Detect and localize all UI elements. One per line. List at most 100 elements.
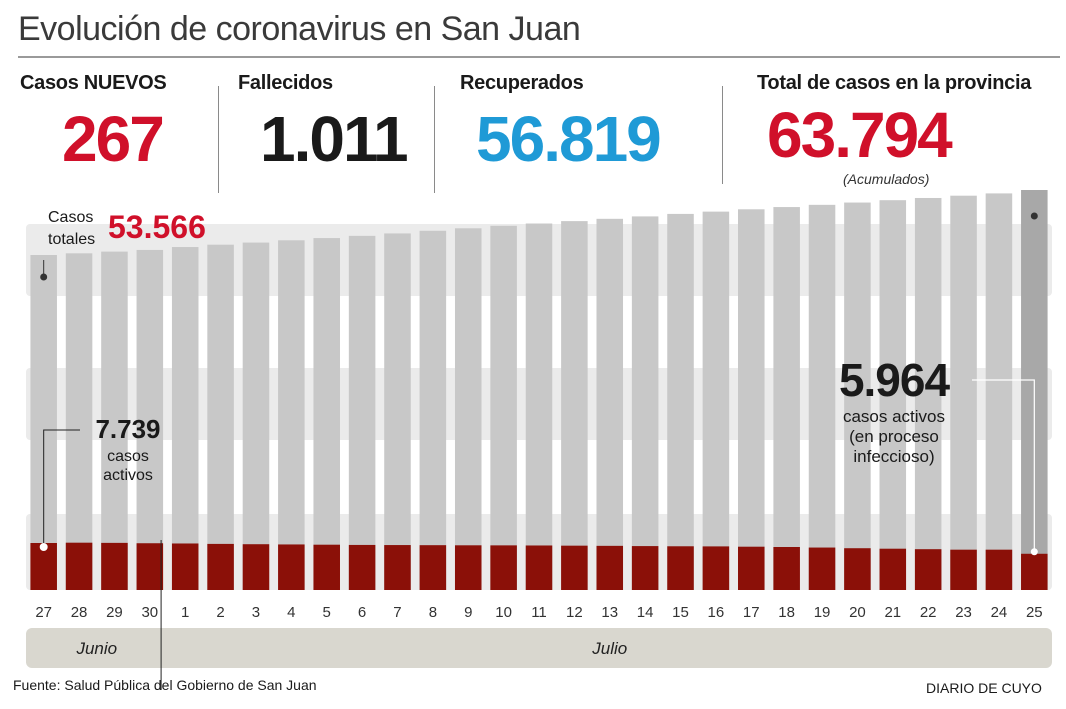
active-cases-bar xyxy=(702,546,730,590)
total-cases-bar xyxy=(313,238,340,590)
x-tick-label: 23 xyxy=(955,604,972,621)
x-tick-label: 18 xyxy=(778,604,795,621)
total-annotation-label: totales xyxy=(48,231,95,248)
x-tick-label: 16 xyxy=(708,604,725,621)
brand-credit: DIARIO DE CUYO xyxy=(926,680,1042,696)
end-active-label: infeccioso) xyxy=(853,447,934,466)
total-cases-bar xyxy=(136,249,164,590)
active-cases-bar xyxy=(454,545,482,590)
end-active-value: 5.964 xyxy=(839,354,951,406)
x-tick-label: 27 xyxy=(35,604,52,621)
stat-new-cases-label: Casos NUEVOS xyxy=(20,72,167,94)
active-cases-bar xyxy=(596,545,624,590)
x-tick-label: 14 xyxy=(637,604,654,621)
x-tick-label: 5 xyxy=(323,604,331,621)
active-cases-bar xyxy=(525,545,553,590)
x-tick-label: 8 xyxy=(429,604,437,621)
total-cases-bar xyxy=(879,200,907,590)
total-cases-bar xyxy=(384,233,411,590)
x-tick-label: 10 xyxy=(495,604,512,621)
total-marker-dot xyxy=(40,273,48,281)
total-cases-bar xyxy=(596,218,624,591)
total-cases-bar xyxy=(985,193,1013,591)
total-cases-bar xyxy=(808,204,836,590)
x-tick-label: 25 xyxy=(1026,604,1043,621)
end-active-label: casos activos xyxy=(843,407,945,426)
total-cases-bar xyxy=(702,211,730,591)
active-cases-bar xyxy=(808,547,836,590)
total-cases-bar xyxy=(242,242,270,590)
total-cases-bar xyxy=(348,235,376,591)
active-cases-bar xyxy=(242,544,270,590)
start-total-value: 53.566 xyxy=(108,209,206,245)
total-cases-bar xyxy=(914,197,942,590)
title-divider xyxy=(18,56,1060,58)
stat-deaths-label: Fallecidos xyxy=(238,72,333,94)
total-cases-bar xyxy=(738,209,765,591)
active-cases-bar xyxy=(313,544,340,590)
stat-divider xyxy=(434,86,435,193)
total-cases-bar xyxy=(101,251,128,590)
total-cases-bar xyxy=(419,230,447,590)
stat-total: Total de casos en la provincia 63.794 xyxy=(757,72,1031,167)
x-tick-label: 17 xyxy=(743,604,760,621)
x-tick-label: 29 xyxy=(106,604,123,621)
start-active-label: activos xyxy=(103,467,153,484)
active-cases-bar xyxy=(667,546,694,590)
active-cases-bar xyxy=(490,545,517,590)
x-tick-label: 30 xyxy=(141,604,158,621)
month-band xyxy=(26,628,1052,668)
active-cases-bar xyxy=(419,545,447,590)
stat-total-label: Total de casos en la provincia xyxy=(757,72,1032,94)
active-cases-bar xyxy=(384,545,411,590)
active-cases-bar xyxy=(950,549,977,590)
active-cases-bar xyxy=(561,545,588,590)
x-tick-label: 7 xyxy=(393,604,401,621)
active-cases-bar xyxy=(171,543,199,590)
x-tick-label: 20 xyxy=(849,604,866,621)
active-cases-bar xyxy=(101,542,128,590)
stat-divider xyxy=(218,86,219,193)
x-tick-label: 15 xyxy=(672,604,689,621)
x-tick-label: 19 xyxy=(814,604,831,621)
active-marker-dot xyxy=(39,543,48,551)
active-cases-bar xyxy=(65,542,93,590)
x-tick-label: 1 xyxy=(181,604,189,621)
active-cases-bar xyxy=(844,548,871,590)
total-cases-bar xyxy=(950,195,977,590)
stat-recovered-value: 56.819 xyxy=(476,103,662,175)
x-tick-label: 12 xyxy=(566,604,583,621)
active-cases-bar xyxy=(738,546,765,590)
active-cases-bar xyxy=(136,543,164,590)
total-cases-bar xyxy=(631,216,659,590)
active-cases-bar xyxy=(914,549,942,590)
total-cases-bar xyxy=(278,240,305,590)
x-tick-label: 24 xyxy=(991,604,1008,621)
active-cases-bar xyxy=(207,543,234,590)
active-cases-bar xyxy=(1021,553,1048,590)
x-tick-label: 22 xyxy=(920,604,937,621)
total-cases-bar xyxy=(171,247,199,590)
total-cases-bar xyxy=(454,228,482,590)
total-cases-bar xyxy=(207,244,234,590)
x-tick-label: 2 xyxy=(216,604,224,621)
active-cases-bar xyxy=(985,549,1013,590)
x-tick-label: 9 xyxy=(464,604,472,621)
end-active-leader-line xyxy=(972,379,1035,552)
active-leader-line xyxy=(43,429,80,547)
total-cases-bar xyxy=(667,213,694,591)
stat-new-cases: Casos NUEVOS 267 xyxy=(20,72,167,171)
active-cases-bar xyxy=(348,544,376,590)
x-tick-label: 3 xyxy=(252,604,260,621)
stat-recovered-label: Recuperados xyxy=(460,72,584,94)
stat-deaths-value: 1.011 xyxy=(260,103,409,175)
active-cases-bar xyxy=(631,546,659,590)
total-cases-bar xyxy=(525,223,553,590)
month-label-junio: Junio xyxy=(75,639,117,658)
x-tick-label: 11 xyxy=(531,604,547,621)
x-tick-label: 6 xyxy=(358,604,366,621)
stat-divider xyxy=(722,86,723,184)
total-cases-bar xyxy=(844,202,871,590)
x-tick-label: 28 xyxy=(71,604,88,621)
